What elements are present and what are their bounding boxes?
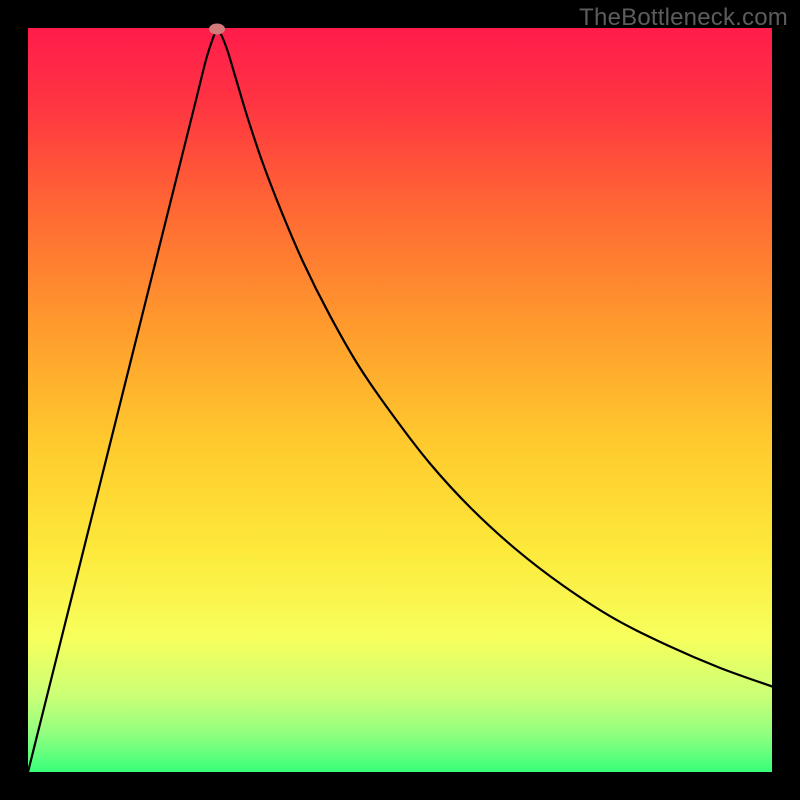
minimum-marker [209,24,225,35]
bottleneck-curve [28,29,772,772]
plot-svg [28,28,772,772]
watermark-text: TheBottleneck.com [579,4,788,32]
plot-area [28,28,772,772]
